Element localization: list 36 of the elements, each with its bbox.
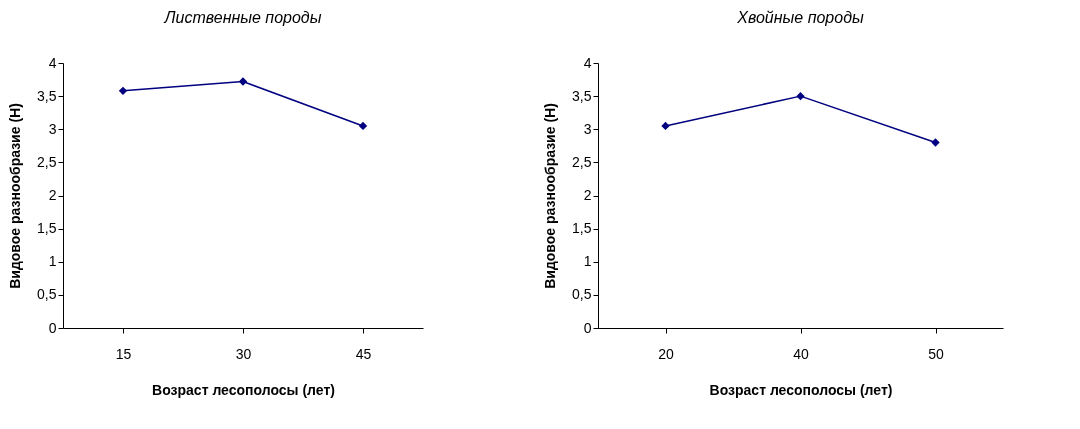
y-tick-label: 0,5 bbox=[572, 286, 592, 303]
x-tick-label: 30 bbox=[235, 345, 252, 362]
point bbox=[796, 91, 805, 101]
x-axis-title: Возраст лесополосы (лет) bbox=[709, 381, 893, 398]
y-tick-label: 1 bbox=[48, 253, 57, 270]
x-tick-label: 45 bbox=[355, 345, 372, 362]
y-tick-label: 1 bbox=[583, 253, 592, 270]
y-tick-label: 0 bbox=[583, 319, 592, 336]
y-tick-label: 3,5 bbox=[572, 87, 592, 104]
x-tick-label: 15 bbox=[115, 345, 132, 362]
y-tick-label: 4 bbox=[583, 54, 592, 71]
y-axis-title: Видовое разнообразие (Н) bbox=[542, 103, 559, 289]
chart-title: Хвойные породы bbox=[736, 9, 864, 26]
y-axis-title: Видовое разнообразие (Н) bbox=[7, 103, 24, 289]
x-tick-label: 40 bbox=[793, 345, 809, 362]
point bbox=[118, 86, 128, 96]
y-tick-label: 2 bbox=[48, 187, 57, 203]
y-tick-label: 0 bbox=[48, 319, 57, 336]
y-tick-label: 3,5 bbox=[37, 87, 57, 104]
y-tick-label: 1,5 bbox=[37, 220, 57, 237]
chart-title: Лиственные породы bbox=[163, 9, 322, 26]
y-tick-label: 3 bbox=[583, 120, 592, 137]
y-tick-label: 2 bbox=[583, 187, 592, 203]
y-tick-label: 3 bbox=[48, 120, 57, 137]
x-tick-label: 50 bbox=[928, 345, 944, 362]
point bbox=[238, 77, 248, 86]
y-tick-label: 1,5 bbox=[572, 220, 592, 237]
y-tick-label: 0,5 bbox=[37, 286, 57, 303]
y-tick-label: 2,5 bbox=[37, 153, 57, 170]
x-axis-title: Возраст лесополосы (лет) bbox=[152, 381, 335, 398]
x-tick-label: 20 bbox=[658, 345, 674, 362]
point bbox=[661, 121, 670, 131]
point bbox=[358, 121, 368, 131]
y-tick-label: 4 bbox=[48, 54, 57, 71]
point bbox=[931, 138, 940, 147]
y-tick-label: 2,5 bbox=[572, 153, 592, 170]
